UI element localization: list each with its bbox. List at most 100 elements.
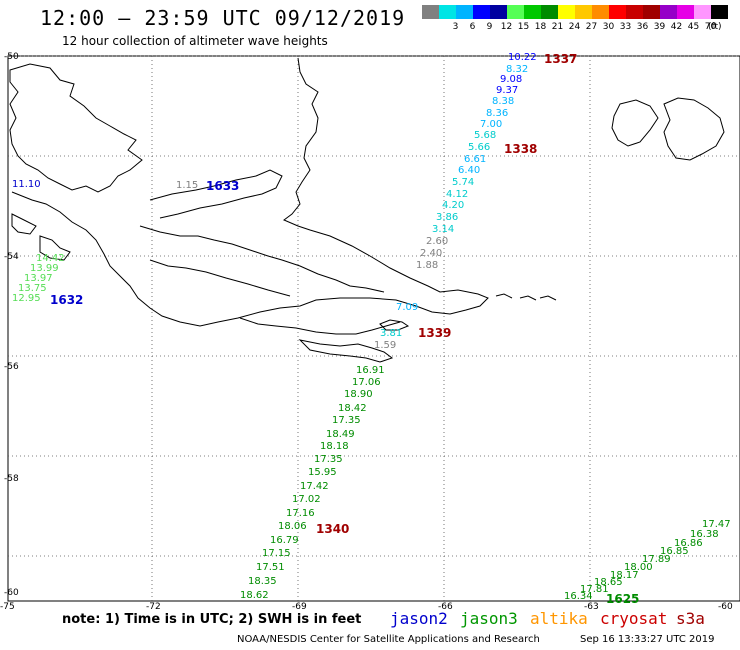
color-scale-label: 21 [551, 22, 564, 32]
color-scale-swatch [473, 5, 490, 19]
map-subtitle: 12 hour collection of altimeter wave hei… [62, 34, 328, 48]
wave-height-label: 17.06 [352, 377, 381, 388]
coastline [9, 57, 725, 363]
wave-height-label: 17.15 [262, 548, 291, 559]
footnote: note: 1) Time is in UTC; 2) SWH is in fe… [62, 612, 362, 627]
coastline-islets-east [495, 293, 557, 301]
coastline-staten-island [379, 319, 410, 331]
coastline-falklands-east [663, 97, 725, 161]
lat-label: -54 [4, 252, 19, 262]
wave-height-label: 18.42 [338, 403, 367, 414]
wave-height-label: 10.22 [508, 52, 537, 63]
pass-label: 1632 [50, 293, 84, 307]
lon-label: -60 [718, 602, 733, 612]
color-scale-label: 18 [534, 22, 547, 32]
wave-height-label: 18.17 [610, 570, 639, 581]
coastline-strait-north [149, 169, 283, 219]
wave-height-label: 9.08 [500, 74, 523, 85]
color-scale-swatch [609, 5, 626, 19]
color-scale-swatch [694, 5, 711, 19]
wave-height-label: 6.40 [458, 165, 481, 176]
wave-height-label: 5.68 [474, 130, 497, 141]
color-scale-label: 3 [452, 22, 459, 32]
wave-height-label: 18.35 [248, 576, 277, 587]
color-scale-label: 6 [469, 22, 476, 32]
wave-height-label: 16.91 [356, 365, 385, 376]
color-scale-label: 9 [486, 22, 493, 32]
wave-height-label: 17.16 [286, 508, 315, 519]
color-scale-label: 15 [517, 22, 530, 32]
wave-height-label: 9.37 [496, 85, 519, 96]
generated-timestamp: Sep 16 13:33:27 UTC 2019 [580, 634, 715, 645]
color-scale-label: 36 [636, 22, 649, 32]
color-scale-unit: (ft) [708, 22, 722, 32]
wave-height-label: 3.86 [436, 212, 459, 223]
coastline-tierra-del-fuego [139, 225, 385, 293]
wave-height-label: 18.06 [278, 521, 307, 532]
wave-height-label: 18.49 [326, 429, 355, 440]
map-frame [7, 55, 740, 602]
wave-height-label: 6.61 [464, 154, 487, 165]
legend-jason3: jason3 [460, 609, 518, 628]
color-scale-label: 30 [602, 22, 615, 32]
wave-height-label: 16.85 [660, 546, 689, 557]
map-title: 12:00 – 23:59 UTC 09/12/2019 [40, 6, 406, 30]
wave-height-label: 5.74 [452, 177, 475, 188]
color-scale-swatch [711, 5, 728, 19]
color-scale-label: 70 [704, 22, 717, 32]
lat-label: -60 [4, 588, 19, 598]
coastline-tierra-del-fuego-south [149, 259, 291, 297]
coastline-beagle-channel [239, 317, 401, 335]
wave-height-label: 1.59 [374, 340, 397, 351]
color-scale-label: 45 [687, 22, 700, 32]
wave-height-label: 15.95 [308, 467, 337, 478]
wave-height-label: 13.99 [30, 263, 59, 274]
wave-height-label: 17.89 [642, 554, 671, 565]
coastline-mainland [11, 57, 489, 327]
coastline-islands-sw [39, 235, 71, 261]
wave-height-label: 17.35 [314, 454, 343, 465]
wave-height-label: 17.35 [332, 415, 361, 426]
wave-height-label: 8.32 [506, 64, 529, 75]
coastline-falklands-west [611, 99, 659, 147]
coastline-navarino [298, 339, 394, 363]
legend-cryosat: cryosat [600, 609, 668, 628]
wave-height-label: 4.12 [446, 189, 469, 200]
wave-height-label: 17.51 [256, 562, 285, 573]
wave-height-label: 2.60 [426, 236, 449, 247]
wave-height-label: 11.10 [12, 179, 41, 190]
lon-label: -75 [0, 602, 15, 612]
wave-height-label: 12.95 [12, 293, 41, 304]
wave-height-label: 2.40 [420, 248, 443, 259]
wave-height-label: 16.79 [270, 535, 299, 546]
color-scale-swatch [507, 5, 524, 19]
wave-height-label: 16.34 [564, 591, 593, 602]
color-scale-label: 27 [585, 22, 598, 32]
lon-label: -63 [584, 602, 599, 612]
lat-label: -56 [4, 362, 19, 372]
wave-height-label: 18.00 [624, 562, 653, 573]
pass-label: 1338 [504, 142, 538, 156]
wave-height-label: 1.15 [176, 180, 199, 191]
wave-height-label: 8.36 [486, 108, 509, 119]
color-scale-swatch [660, 5, 677, 19]
pass-label: 1625 [606, 592, 640, 606]
credit-line: NOAA/NESDIS Center for Satellite Applica… [237, 634, 540, 645]
color-scale-swatch [490, 5, 507, 19]
color-scale-swatch [677, 5, 694, 19]
wave-height-label: 17.47 [702, 519, 731, 530]
color-scale-label: 42 [670, 22, 683, 32]
lat-label: -58 [4, 474, 19, 484]
lon-label: -72 [146, 602, 161, 612]
color-scale-swatch [575, 5, 592, 19]
wave-height-label: 7.00 [480, 119, 503, 130]
lon-label: -69 [292, 602, 307, 612]
color-scale-swatch [524, 5, 541, 19]
color-scale-label: 33 [619, 22, 632, 32]
wave-height-label: 18.90 [344, 389, 373, 400]
wave-height-color-scale: 3 6 9 12 15 18 21 24 27 30 33 36 39 42 45 70 (ft) [422, 5, 728, 33]
color-scale-swatch [643, 5, 660, 19]
wave-height-label: 18.62 [240, 590, 269, 601]
